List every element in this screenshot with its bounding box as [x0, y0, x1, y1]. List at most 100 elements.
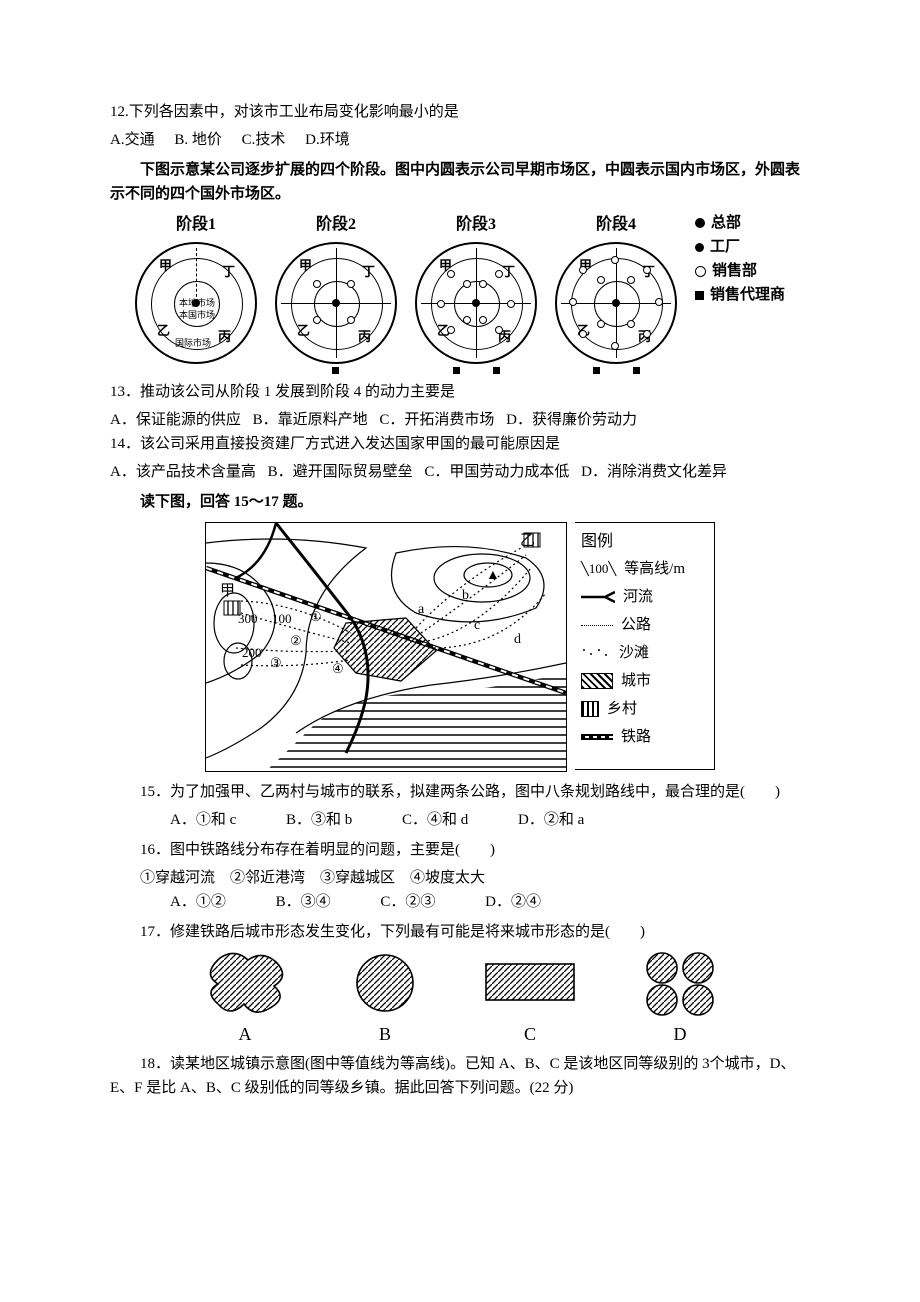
shape-c: C: [480, 948, 580, 1049]
legend-hq: 总部: [711, 211, 741, 235]
stage-2-label: 阶段2: [275, 212, 397, 238]
label-yi: 乙: [520, 533, 535, 549]
svg-text:b: b: [462, 588, 469, 603]
q12-opt-b: B. 地价: [174, 128, 222, 152]
legend-agent: 销售代理商: [710, 283, 785, 307]
q15-options: A．①和 c B．③和 b C．④和 d D．②和 a: [110, 808, 810, 832]
label-jia: 甲: [220, 583, 235, 599]
q15-opt-d: D．②和 a: [488, 808, 584, 832]
q16-opt-c: C．②③: [350, 890, 435, 914]
q16-text: 16．图中铁路线分布存在着明显的问题，主要是( ): [110, 838, 810, 862]
legend-city: 城市: [621, 669, 651, 693]
legend-contour: 等高线/m: [624, 557, 685, 581]
stage-1-diagram: 甲 丁 乙 丙 本地市场 本国市场 国际市场: [135, 242, 257, 364]
legend-beach: 沙滩: [619, 641, 649, 665]
village-icon: [581, 701, 599, 717]
q13-opt-c: C．开拓消费市场: [379, 408, 494, 432]
q14-opt-d: D．消除消费文化差异: [581, 460, 727, 484]
stage-4-label: 阶段4: [555, 212, 677, 238]
intro-1517: 读下图，回答 15～17 题。: [110, 490, 810, 514]
svg-text:d: d: [514, 632, 521, 647]
q12-opt-c: C.技术: [242, 128, 286, 152]
cap-a: A: [200, 1020, 290, 1049]
road-icon: [581, 625, 613, 626]
svg-text:①: ①: [310, 609, 322, 624]
topo-legend: 图例 ╲100╲ 等高线/m 河流 公路 沙滩 城市 乡村 铁路: [575, 522, 715, 770]
q14-opt-a: A．该产品技术含量高: [110, 460, 256, 484]
q12-opt-d: D.环境: [305, 128, 350, 152]
q15-text: 15．为了加强甲、乙两村与城市的联系，拟建两条公路，图中八条规划路线中，最合理的…: [110, 780, 810, 804]
q12-opt-a: A.交通: [110, 128, 155, 152]
stage-3-label: 阶段3: [415, 212, 537, 238]
q15-opt-c: C．④和 d: [372, 808, 468, 832]
cap-d: D: [640, 1020, 720, 1049]
stage-2-diagram: 甲 丁 乙 丙: [275, 242, 397, 364]
stage-3-diagram: 甲 丁 乙 丙: [415, 242, 537, 364]
legend-sales: 销售部: [712, 259, 757, 283]
q16-items: ①穿越河流 ②邻近港湾 ③穿越城区 ④坡度太大: [110, 866, 810, 890]
svg-text:a: a: [418, 602, 425, 617]
q17-text: 17．修建铁路后城市形态发生变化，下列最有可能是将来城市形态的是( ): [110, 920, 810, 944]
stage-3: 阶段3 甲 丁 乙 丙: [415, 212, 537, 364]
city-icon: [581, 673, 613, 689]
legend-river: 河流: [623, 585, 653, 609]
q17-shapes: A B C D: [110, 948, 810, 1049]
ring-label-3: 国际市场: [165, 338, 221, 348]
ring-label-2: 本国市场: [169, 310, 225, 320]
svg-text:300: 300: [238, 611, 258, 626]
stage-4-diagram: 甲 丁 乙 丙: [555, 242, 677, 364]
q18-text: 18．读某地区城镇示意图(图中等值线为等高线)。已知 A、B、C 是该地区同等级…: [110, 1052, 810, 1100]
q16-opt-a: A．①②: [140, 890, 226, 914]
stages-figure: 阶段1 甲 丁 乙 丙 本地市场 本国市场 国际市场 阶段2 甲 丁 乙: [110, 212, 810, 364]
legend-rail: 铁路: [621, 725, 651, 749]
q16-opt-b: B．③④: [246, 890, 331, 914]
q13-opt-a: A．保证能源的供应: [110, 408, 241, 432]
topo-map: ▲ 甲 乙 300 100 200 ① ② ③ ④ a b c d: [205, 522, 567, 772]
stages-legend: 总部 工厂 销售部 销售代理商: [695, 212, 785, 308]
cap-b: B: [350, 1020, 420, 1049]
topo-figure: ▲ 甲 乙 300 100 200 ① ② ③ ④ a b c d: [110, 522, 810, 772]
svg-text:④: ④: [332, 661, 344, 676]
svg-text:200: 200: [242, 645, 262, 660]
q13-opt-d: D．获得廉价劳动力: [506, 408, 637, 432]
q14-options: A．该产品技术含量高 B．避开国际贸易壁垒 C．甲国劳动力成本低 D．消除消费文…: [110, 460, 810, 484]
q14-opt-b: B．避开国际贸易壁垒: [268, 460, 413, 484]
q14-text: 14．该公司采用直接投资建厂方式进入发达国家甲国的最可能原因是: [110, 432, 810, 456]
q15-opt-a: A．①和 c: [140, 808, 236, 832]
shape-a: A: [200, 948, 290, 1049]
stage-1: 阶段1 甲 丁 乙 丙 本地市场 本国市场 国际市场: [135, 212, 257, 364]
svg-text:③: ③: [270, 655, 282, 670]
q12-text: 12.下列各因素中，对该市工业布局变化影响最小的是: [110, 100, 810, 124]
q13-options: A．保证能源的供应 B．靠近原料产地 C．开拓消费市场 D．获得廉价劳动力: [110, 408, 810, 432]
q13-opt-b: B．靠近原料产地: [253, 408, 368, 432]
q14-opt-c: C．甲国劳动力成本低: [424, 460, 569, 484]
sales-icon: [695, 266, 706, 277]
stages-intro: 下图示意某公司逐步扩展的四个阶段。图中内圆表示公司早期市场区，中圆表示国内市场区…: [110, 158, 810, 206]
stage-4: 阶段4 甲 丁 乙 丙: [555, 212, 677, 364]
rail-icon: [581, 734, 613, 740]
legend-road: 公路: [621, 613, 651, 637]
peak-symbol: ▲: [486, 568, 500, 583]
ring-label-1: 本地市场: [169, 298, 225, 308]
legend-village: 乡村: [607, 697, 637, 721]
quadrant-ding: 丁: [222, 262, 235, 283]
q15-opt-b: B．③和 b: [256, 808, 352, 832]
svg-text:100: 100: [272, 611, 292, 626]
q16-options: A．①② B．③④ C．②③ D．②④: [110, 890, 810, 914]
q16-opt-d: D．②④: [455, 890, 541, 914]
factory-icon: [695, 243, 704, 252]
quadrant-jia: 甲: [159, 256, 172, 277]
stage-2: 阶段2 甲 丁 乙 丙: [275, 212, 397, 364]
beach-icon: [581, 647, 611, 659]
topo-legend-title: 图例: [581, 529, 708, 555]
cap-c: C: [480, 1020, 580, 1049]
svg-text:c: c: [474, 618, 480, 633]
shape-b: B: [350, 948, 420, 1049]
agent-icon: [695, 291, 704, 300]
svg-text:②: ②: [290, 633, 302, 648]
shape-d: D: [640, 948, 720, 1049]
q12-options: A.交通 B. 地价 C.技术 D.环境: [110, 128, 810, 152]
q13-text: 13．推动该公司从阶段 1 发展到阶段 4 的动力主要是: [110, 380, 810, 404]
stage-1-label: 阶段1: [135, 212, 257, 238]
hq-icon: [695, 218, 705, 228]
